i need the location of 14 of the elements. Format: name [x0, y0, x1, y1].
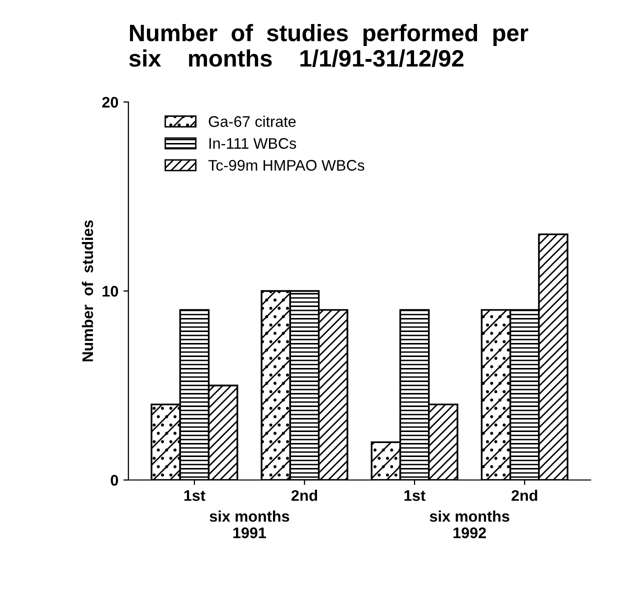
- legend-label: Ga-67 citrate: [208, 116, 296, 127]
- y-tick-label: 20: [102, 96, 118, 108]
- chart-title: Number of studies performed per six months 1/1/91-31/12/92: [129, 24, 528, 68]
- x-tick-label: 2nd: [291, 490, 318, 501]
- text: six months 1992: [430, 510, 510, 538]
- text: six months 1991: [210, 510, 290, 538]
- legend-label: Tc-99m HMPAO WBCs: [208, 160, 364, 171]
- x-tick-label: 1st: [184, 490, 206, 501]
- y-tick-label: 0: [110, 474, 118, 486]
- y-tick-label: 10: [102, 286, 118, 297]
- x-tick-label: 1st: [404, 490, 426, 501]
- legend-label: In-111 WBCs: [209, 138, 296, 149]
- x-tick-label: 2nd: [512, 490, 538, 501]
- y-axis-title: Number of studies: [82, 220, 94, 362]
